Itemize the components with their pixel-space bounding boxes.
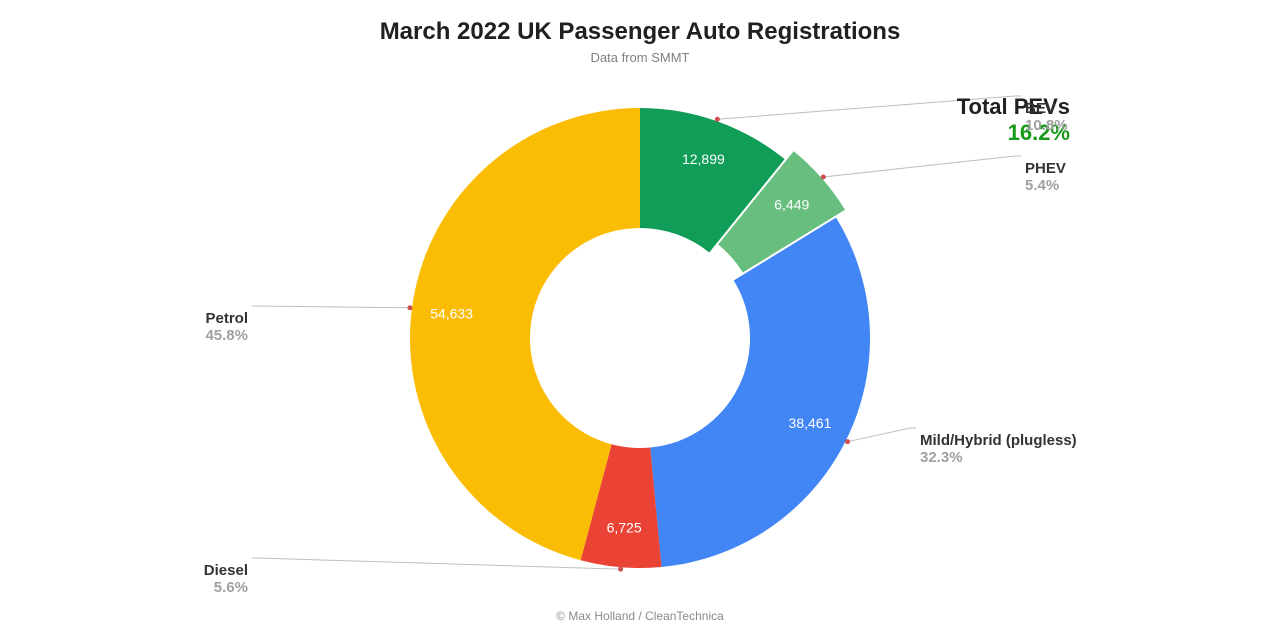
leader-line: [252, 558, 621, 569]
leader-dot: [715, 116, 720, 121]
slice-label-mild-hybrid-plugless-: Mild/Hybrid (plugless)32.3%: [920, 432, 1077, 466]
chart-title: March 2022 UK Passenger Auto Registratio…: [0, 18, 1280, 46]
chart-header: March 2022 UK Passenger Auto Registratio…: [0, 0, 1280, 65]
slice-label-name: BEV: [1025, 100, 1068, 117]
slice-label-pct: 5.6%: [204, 579, 248, 596]
leader-line: [848, 428, 916, 442]
donut-svg: 12,899 6,449 38,461 6,725 54,633: [0, 58, 1280, 618]
slice-label-diesel: Diesel5.6%: [204, 562, 248, 596]
leader-line: [823, 156, 1021, 177]
slice-label-phev: PHEV5.4%: [1025, 160, 1066, 194]
chart-credit: © Max Holland / CleanTechnica: [0, 609, 1280, 623]
slice-value-label: 12,899: [682, 150, 725, 166]
slice-label-name: Mild/Hybrid (plugless): [920, 432, 1077, 449]
slice-label-name: Petrol: [205, 310, 248, 327]
leader-dot: [618, 566, 623, 571]
leader-dot: [821, 174, 826, 179]
donut-slice-mild-hybrid-plugless-: [650, 217, 870, 566]
leader-dot: [407, 305, 412, 310]
slice-label-name: PHEV: [1025, 160, 1066, 177]
slice-value-label: 54,633: [430, 305, 473, 321]
leader-dot: [845, 439, 850, 444]
leader-line: [252, 306, 410, 308]
slice-label-name: Diesel: [204, 562, 248, 579]
slice-label-bev: BEV10.8%: [1025, 100, 1068, 134]
slice-value-label: 6,449: [774, 196, 809, 212]
slice-value-label: 6,725: [607, 519, 642, 535]
donut-chart: 12,8996,44938,4616,72554,633 Total PEVs …: [0, 70, 1280, 605]
slice-value-label: 38,461: [789, 414, 832, 430]
slice-label-pct: 5.4%: [1025, 177, 1066, 194]
slice-label-pct: 10.8%: [1025, 117, 1068, 134]
slice-label-pct: 45.8%: [205, 327, 248, 344]
slice-label-petrol: Petrol45.8%: [205, 310, 248, 344]
slice-label-pct: 32.3%: [920, 449, 1077, 466]
